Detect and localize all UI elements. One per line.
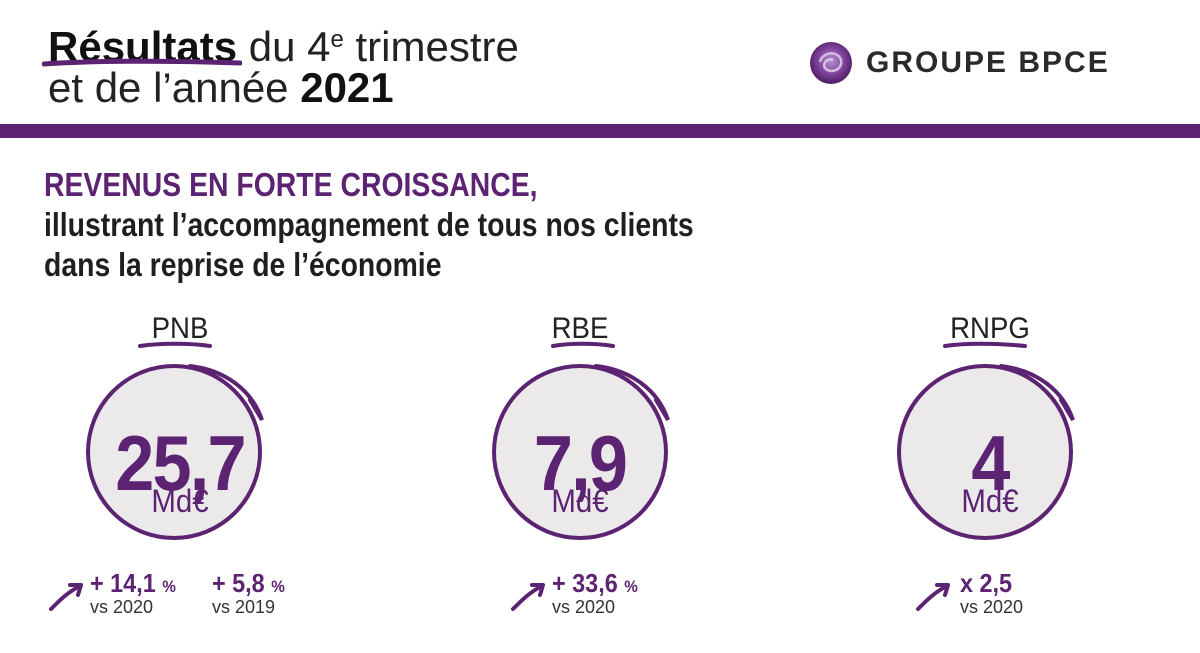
kpi-rbe: RBE 7,9 Md€ + 33,6 % vs 2020: [400, 300, 760, 640]
growth-arrow-icon: [49, 583, 83, 611]
title-superscript: e: [330, 26, 344, 53]
growth-vs: vs 2020: [960, 597, 1024, 617]
headline: REVENUS EN FORTE CROISSANCE, illustrant …: [44, 165, 800, 285]
brand-logo: GROUPE BPCE: [808, 42, 1168, 86]
kpi-rnpg-unit: Md€: [961, 483, 1019, 519]
header-divider: [0, 124, 1200, 138]
growth-arrow-icon: [916, 583, 950, 611]
kpi-rnpg: RNPG 4 Md€ x 2,5 vs 2020: [810, 300, 1170, 640]
growth-vs: vs 2020: [90, 597, 154, 617]
kpi-pnb: PNB 25,7 Md€ + 14,1 % vs 2020 + 5,8 % vs…: [0, 300, 360, 640]
growth-value: + 14,1: [90, 568, 156, 598]
title-rest-2: trimestre: [343, 23, 519, 70]
kpi-rnpg-growth-2020: x 2,5 vs 2020: [960, 568, 1023, 618]
logo-swirl-icon: [810, 42, 852, 84]
kpi-pnb-growth-2019: + 5,8 % vs 2019: [212, 568, 293, 618]
growth-value: + 5,8: [212, 568, 265, 598]
growth-unit: %: [271, 577, 285, 596]
title-underline: [42, 58, 242, 67]
growth-unit: %: [624, 577, 638, 596]
header: Résultats du 4e trimestre et de l’année …: [0, 0, 1200, 124]
title-line-2: et de l’année 2021: [48, 66, 394, 110]
kpi-rbe-label: RBE: [551, 312, 609, 345]
kpi-pnb-label: PNB: [151, 312, 209, 345]
kpi-rbe-value: 7,9: [533, 419, 628, 507]
kpi-pnb-value: 25,7: [115, 419, 246, 507]
growth-value: x 2,5: [960, 568, 1013, 598]
growth-vs: vs 2020: [552, 597, 616, 617]
kpi-rnpg-value: 4: [971, 419, 1010, 507]
title-line2-prefix: et de l’année: [48, 64, 301, 111]
title-line-1: Résultats du 4e trimestre: [48, 18, 519, 69]
kpi-pnb-unit: Md€: [151, 483, 209, 519]
growth-value: + 33,6: [552, 568, 618, 598]
kpi-rbe-decoration: [492, 341, 670, 540]
kpi-rnpg-decoration: [897, 341, 1075, 540]
headline-line-1: REVENUS EN FORTE CROISSANCE,: [44, 166, 538, 203]
kpi-rbe-growth-2020: + 33,6 % vs 2020: [552, 568, 647, 618]
brand-name: GROUPE BPCE: [866, 46, 1110, 79]
title-year: 2021: [300, 64, 394, 111]
kpi-pnb-growth-2020: + 14,1 % vs 2020: [90, 568, 185, 618]
title-rest-1: du 4: [237, 23, 331, 70]
kpi-rnpg-label: RNPG: [950, 312, 1030, 345]
kpi-pnb-decoration: [86, 341, 264, 540]
growth-arrow-icon: [511, 583, 545, 611]
headline-line-3: dans la reprise de l’économie: [44, 246, 442, 283]
headline-line-2: illustrant l’accompagnement de tous nos …: [44, 206, 694, 243]
growth-vs: vs 2019: [212, 597, 276, 617]
kpi-rbe-unit: Md€: [551, 483, 609, 519]
growth-unit: %: [162, 577, 176, 596]
